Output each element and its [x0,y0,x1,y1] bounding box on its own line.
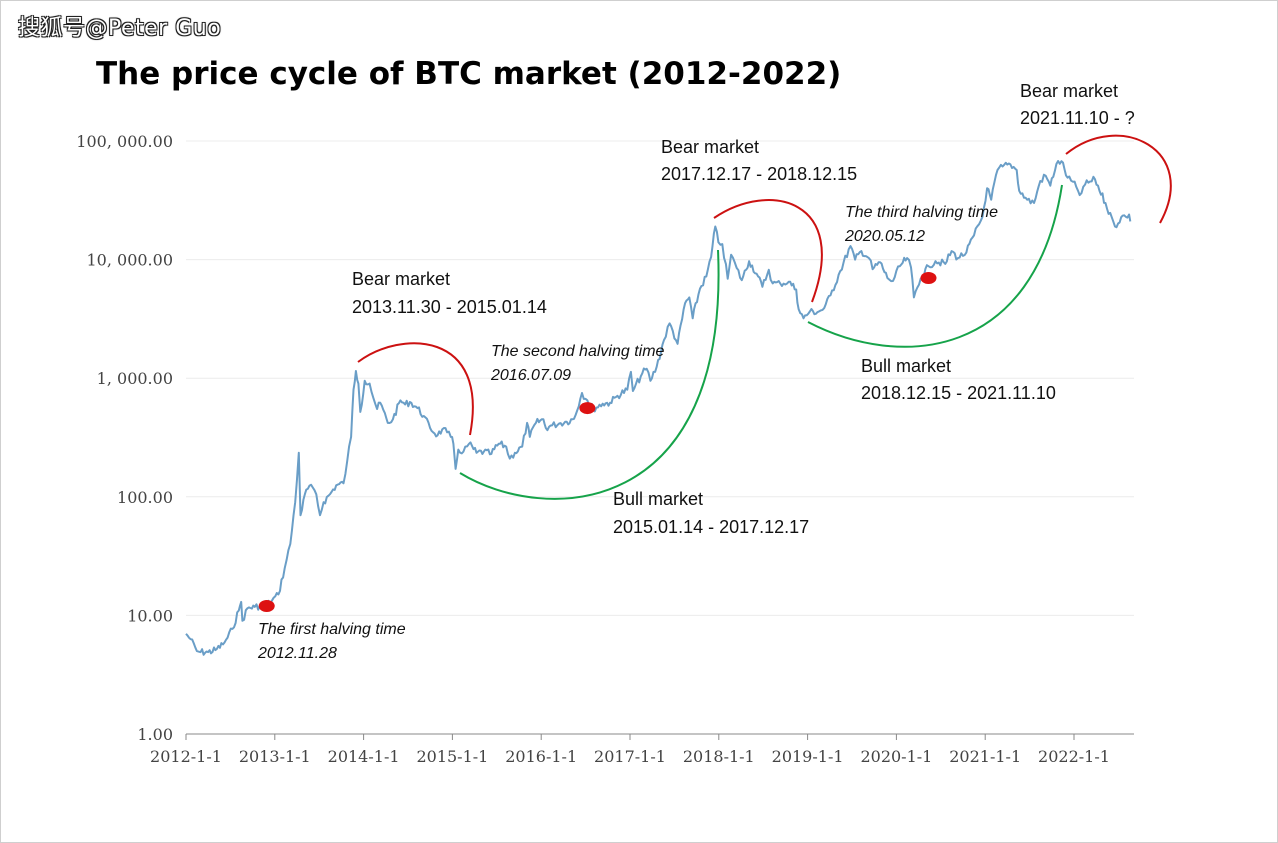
y-tick-label: 1.00 [137,725,173,744]
halving-date-label: 2020.05.12 [844,228,925,245]
bear-arc-1 [357,342,474,436]
x-tick-label: 2016-1-1 [505,747,577,766]
bear-market-range: 2021.11.10 - ? [1020,108,1135,128]
bear-market-label: Bear market [1020,81,1118,101]
y-tick-label: 100, 000.00 [76,132,173,151]
halving-marker-1 [258,600,275,613]
watermark: 搜狐号@Peter Guo [18,16,222,41]
x-tick-label: 2020-1-1 [860,747,932,766]
bear-market-range: 2017.12.17 - 2018.12.15 [661,164,857,184]
bear-market-label: Bear market [352,269,450,289]
y-tick-label: 10.00 [127,606,173,625]
halving-marker-3 [920,271,937,284]
bear-arc-3 [1065,134,1172,224]
axes: 1.00 10.00 100.00 1, 000.00 10, 000.00 100, 0… [76,132,1134,766]
x-tick-label: 2013-1-1 [239,747,311,766]
bear-arc-2 [713,199,823,303]
halving-markers [258,271,937,613]
x-tick-label: 2019-1-1 [772,747,844,766]
halving-label: The third halving time [845,204,998,221]
bear-market-range: 2013.11.30 - 2015.01.14 [352,297,547,317]
x-tick-label: 2022-1-1 [1038,747,1110,766]
bull-market-range: 2018.12.15 - 2021.11.10 [861,383,1056,403]
bull-market-label: Bull market [861,356,951,376]
bull-arc-2 [807,184,1063,348]
x-tick-label: 2012-1-1 [150,747,222,766]
x-tick-label: 2014-1-1 [328,747,400,766]
chart-title: The price cycle of BTC market (2012-2022… [96,56,841,92]
gridlines [186,140,1134,616]
annotations: Bear market 2013.11.30 - 2015.01.14 Bull m… [257,81,1135,662]
bear-market-label: Bear market [661,137,759,157]
x-tick-label: 2015-1-1 [416,747,488,766]
x-tick-label: 2018-1-1 [683,747,755,766]
x-tick-label: 2021-1-1 [949,747,1021,766]
bull-arc-1 [459,249,720,500]
halving-label: The second halving time [491,343,665,360]
price-series [185,160,1132,656]
y-tick-label: 100.00 [117,488,173,507]
y-tick-label: 1, 000.00 [97,369,173,388]
cycle-arcs [357,134,1172,500]
bull-market-label: Bull market [613,489,703,509]
halving-date-label: 2016.07.09 [490,367,571,384]
bull-market-range: 2015.01.14 - 2017.12.17 [613,517,809,537]
btc-price-line [185,160,1132,656]
y-tick-label: 10, 000.00 [86,251,173,270]
halving-label: The first halving time [258,621,406,638]
halving-marker-2 [579,402,596,415]
x-tick-label: 2017-1-1 [594,747,666,766]
halving-date-label: 2012.11.28 [257,645,337,662]
